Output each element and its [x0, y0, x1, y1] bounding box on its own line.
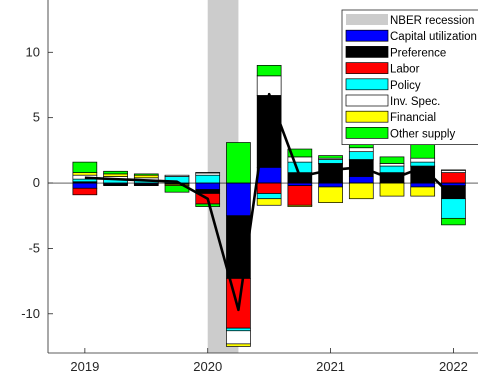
bar-segment: [441, 217, 466, 226]
bar-segment: [226, 142, 251, 184]
bar-segment: [72, 178, 98, 183]
bar-segment: [195, 172, 221, 174]
legend-label: Capital utilization: [390, 31, 477, 43]
bar-segment: [441, 172, 466, 184]
bar-segment: [410, 157, 436, 163]
legend-swatch: [345, 62, 389, 74]
bar-segment: [256, 182, 282, 194]
plot-area: [48, 0, 478, 353]
legend-swatch: [345, 127, 389, 139]
bar-segment: [226, 327, 251, 332]
bar-segment: [133, 183, 159, 187]
bar-segment: [318, 155, 343, 159]
legend-label: Financial: [390, 112, 436, 124]
legend-label: Inv. Spec.: [390, 96, 440, 108]
x-tick-label: 2020: [193, 359, 222, 374]
bar-segment: [287, 148, 313, 158]
bar-segment: [287, 185, 313, 206]
bar-segment: [195, 174, 221, 184]
bar-segment: [195, 203, 221, 207]
bar-segment: [379, 156, 405, 164]
legend-swatch: [345, 94, 389, 107]
bar-segment: [103, 183, 128, 187]
y-tick-label: 10: [26, 44, 40, 59]
bar-segment: [256, 198, 282, 206]
x-tick-label: 2021: [316, 359, 345, 374]
bar-segment: [348, 147, 374, 153]
bar-segment: [226, 330, 251, 345]
total-line: [84, 92, 455, 312]
bar-segment: [72, 161, 98, 173]
legend-swatch: [345, 29, 389, 42]
legend-swatch: [346, 14, 388, 25]
bar-segment: [441, 198, 466, 219]
bar-segment: [256, 75, 282, 96]
bar-segment: [256, 65, 282, 77]
bar-segment: [256, 166, 282, 184]
bar-segment: [72, 172, 98, 176]
bar-segment: [103, 170, 128, 175]
bar-segment: [287, 204, 313, 207]
bar-segment: [348, 176, 374, 184]
bar-segment: [72, 187, 98, 196]
legend-label: Other supply: [390, 128, 455, 140]
bar-segment: [226, 182, 251, 217]
bar-segment: [348, 182, 374, 200]
bar-segment: [287, 161, 313, 173]
bar-segment: [441, 182, 466, 187]
bar-segment: [318, 182, 343, 188]
bar-segment: [318, 159, 343, 164]
legend-label: Labor: [390, 64, 420, 76]
bar-segment: [379, 163, 405, 167]
legend-label: Preference: [390, 47, 446, 59]
bar-segment: [410, 161, 436, 167]
bar-segment: [133, 173, 159, 176]
bar-segment: [410, 182, 436, 188]
y-axis: -10 -5 0 5 10: [21, 0, 53, 353]
legend-swatch: [345, 46, 389, 58]
y-tick-label: -10: [21, 306, 40, 321]
bar-segment: [348, 151, 374, 160]
y-tick-label: 5: [33, 110, 40, 125]
bar-segment: [72, 182, 98, 189]
bar-segment: [318, 163, 343, 184]
bar-segment: [195, 182, 221, 190]
bar-segment: [133, 174, 159, 179]
bar-segment: [287, 182, 313, 187]
bar-segment: [441, 169, 466, 171]
bar-segment: [164, 174, 190, 177]
bar-segment: [379, 182, 405, 197]
y-tick-label: 0: [33, 175, 40, 190]
bar-segment: [318, 186, 343, 203]
bar-segment: [410, 186, 436, 197]
x-axis: 2019 2020 2021 2022: [48, 348, 478, 374]
legend-label: Policy: [390, 80, 421, 92]
bar-segment: [226, 343, 251, 347]
legend-swatch: [345, 78, 389, 91]
bar-segment: [379, 165, 405, 173]
x-tick-label: 2019: [70, 359, 99, 374]
bar-segment: [256, 193, 282, 200]
bar-segment: [103, 173, 128, 177]
legend-swatch: [345, 110, 389, 123]
y-tick-label: -5: [28, 240, 40, 255]
x-tick-label: 2022: [439, 359, 468, 374]
legend: NBER recession Capital utilization Prefere…: [341, 9, 478, 146]
legend-label: NBER recession: [390, 15, 474, 27]
